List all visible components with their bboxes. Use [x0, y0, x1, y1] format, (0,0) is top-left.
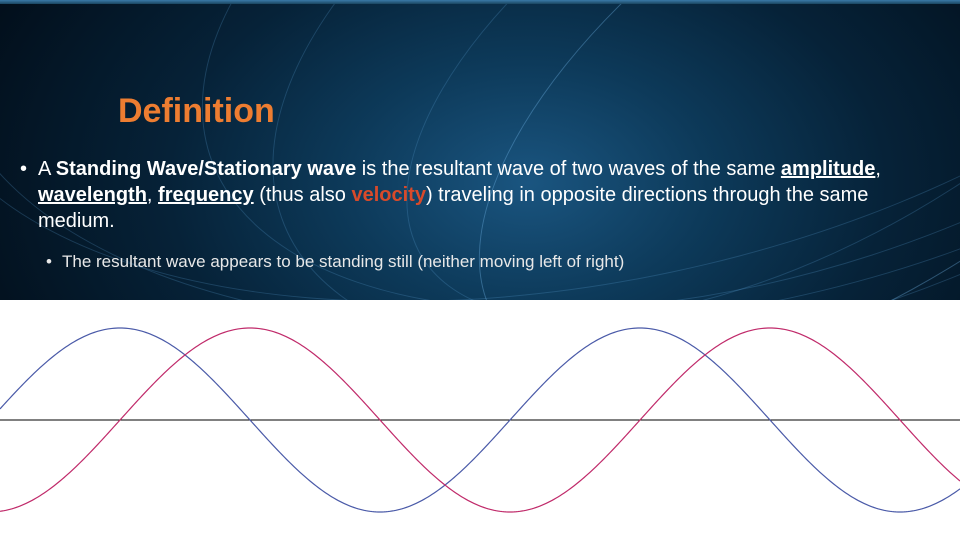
term-frequency: frequency	[158, 184, 254, 206]
bullet-dot-icon: •	[46, 252, 52, 272]
slide-title: Definition	[118, 92, 275, 131]
bullet-sub-text: The resultant wave appears to be standin…	[62, 252, 916, 272]
bullet-sub: • The resultant wave appears to be stand…	[46, 252, 916, 272]
term-amplitude: amplitude	[781, 158, 875, 180]
wave-svg	[0, 300, 960, 540]
text-fragment: is the resultant wave of two waves of th…	[356, 158, 781, 180]
text-fragment: ,	[147, 184, 158, 206]
key-term: Standing Wave/Stationary wave	[56, 158, 356, 180]
slide: Definition • A Standing Wave/Stationary …	[0, 0, 960, 540]
term-velocity: velocity	[351, 184, 425, 206]
term-wavelength: wavelength	[38, 184, 147, 206]
bullet-main: • A Standing Wave/Stationary wave is the…	[20, 156, 920, 234]
top-accent-line	[0, 0, 960, 4]
text-fragment: A	[38, 158, 56, 180]
wave-diagram	[0, 300, 960, 540]
bullet-main-text: A Standing Wave/Stationary wave is the r…	[38, 156, 920, 234]
text-fragment: ,	[875, 158, 881, 180]
bullet-dot-icon: •	[20, 156, 27, 182]
text-fragment: (thus also	[254, 184, 352, 206]
